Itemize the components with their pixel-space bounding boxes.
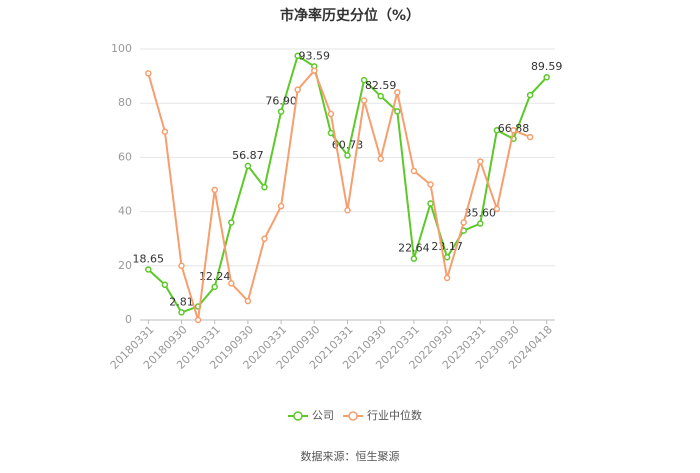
source: 数据来源：恒生聚源 [301, 449, 400, 463]
point [311, 67, 318, 74]
data-label: 22.64 [398, 242, 430, 255]
y-tick-label: 100 [111, 42, 132, 55]
point [244, 297, 252, 305]
point [526, 91, 534, 99]
point [477, 220, 484, 227]
point [410, 167, 418, 175]
data-label: 2.81 [169, 295, 194, 308]
point [443, 274, 451, 282]
point [178, 309, 185, 316]
point [294, 52, 301, 60]
point [261, 235, 268, 242]
y-tick-label: 40 [118, 205, 132, 218]
point [344, 152, 351, 159]
point [327, 110, 335, 118]
data-label: 12.24 [199, 270, 231, 283]
point [228, 219, 235, 226]
data-label: 89.59 [531, 60, 563, 73]
point [161, 281, 169, 289]
point [410, 255, 418, 262]
data-label: 82.59 [365, 79, 397, 92]
point [244, 162, 252, 170]
point [344, 206, 351, 214]
point [327, 129, 335, 137]
data-label: 18.65 [133, 252, 165, 265]
point [443, 253, 451, 261]
data-label: 35.60 [465, 207, 497, 220]
point [360, 97, 368, 104]
point [543, 73, 550, 81]
point [394, 89, 401, 96]
point [145, 266, 152, 273]
data-label: 56.87 [232, 149, 264, 162]
point [510, 127, 517, 134]
point [211, 283, 218, 291]
legend-marker [293, 411, 303, 421]
point [161, 128, 169, 135]
point [277, 202, 285, 210]
data-label: 60.73 [332, 138, 364, 151]
y-tick-label: 0 [125, 313, 132, 326]
point [477, 158, 484, 165]
data-label: 93.59 [299, 49, 331, 62]
legend-marker [348, 411, 358, 421]
legend-label: 公司 [312, 409, 334, 422]
point [194, 316, 202, 324]
y-tick-label: 80 [118, 96, 132, 109]
y-tick-label: 20 [118, 259, 132, 272]
point [493, 127, 501, 134]
point [377, 155, 384, 163]
point [228, 280, 235, 287]
data-label: 76.90 [265, 95, 297, 108]
chart-title: 市净率历史分位（%） [280, 7, 420, 24]
point [261, 183, 268, 191]
point [211, 186, 218, 194]
point [526, 133, 534, 141]
point [360, 76, 368, 84]
point [427, 181, 434, 188]
point [460, 219, 467, 226]
series-line [147, 68, 531, 321]
point [427, 200, 434, 207]
point [145, 70, 152, 77]
point [493, 205, 501, 213]
y-tick-label: 60 [118, 150, 132, 163]
legend-label: 行业中位数 [367, 408, 422, 422]
point [377, 92, 384, 100]
point [394, 108, 401, 115]
point [294, 86, 301, 93]
point [277, 108, 285, 115]
point [178, 262, 185, 270]
